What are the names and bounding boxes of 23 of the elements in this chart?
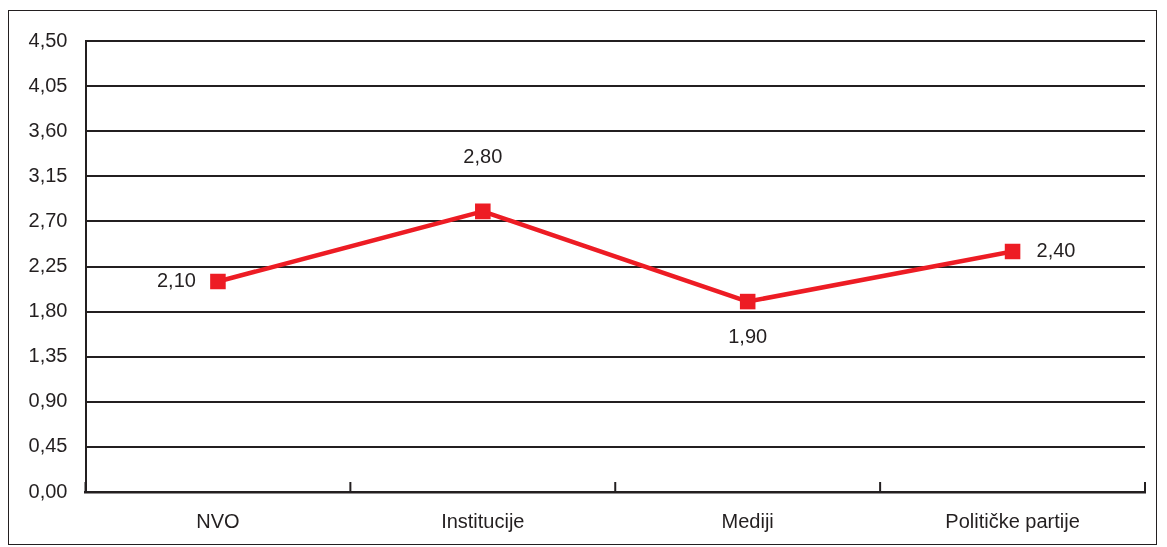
x-tick-label: NVO [196,509,240,532]
data-label: 2,10 [157,269,196,292]
y-tick-label: 4,05 [28,73,68,96]
y-tick-label: 0,45 [28,434,68,457]
point [210,273,226,290]
y-tick-label: 2,25 [28,254,68,277]
point [1004,243,1021,260]
x-tick-label: Institucije [441,509,525,532]
y-tick-label: 4,50 [28,28,68,51]
x-tick-label: Mediji [721,509,774,532]
y-tick-label: 1,80 [28,299,68,322]
data-label: 2,80 [463,144,503,167]
y-tick-label: 2,70 [28,208,68,231]
y-tick-label: 1,35 [28,344,68,367]
data-label: 2,40 [1036,238,1076,261]
y-tick-label: 0,90 [28,389,68,412]
data-label: 1,90 [728,325,768,348]
y-tick-label: 3,15 [28,163,68,186]
x-tick-label: Političke partije [945,509,1080,532]
point [739,293,756,310]
y-tick-label: 0,00 [28,479,68,502]
point [475,203,491,220]
y-tick-label: 3,60 [28,118,68,141]
